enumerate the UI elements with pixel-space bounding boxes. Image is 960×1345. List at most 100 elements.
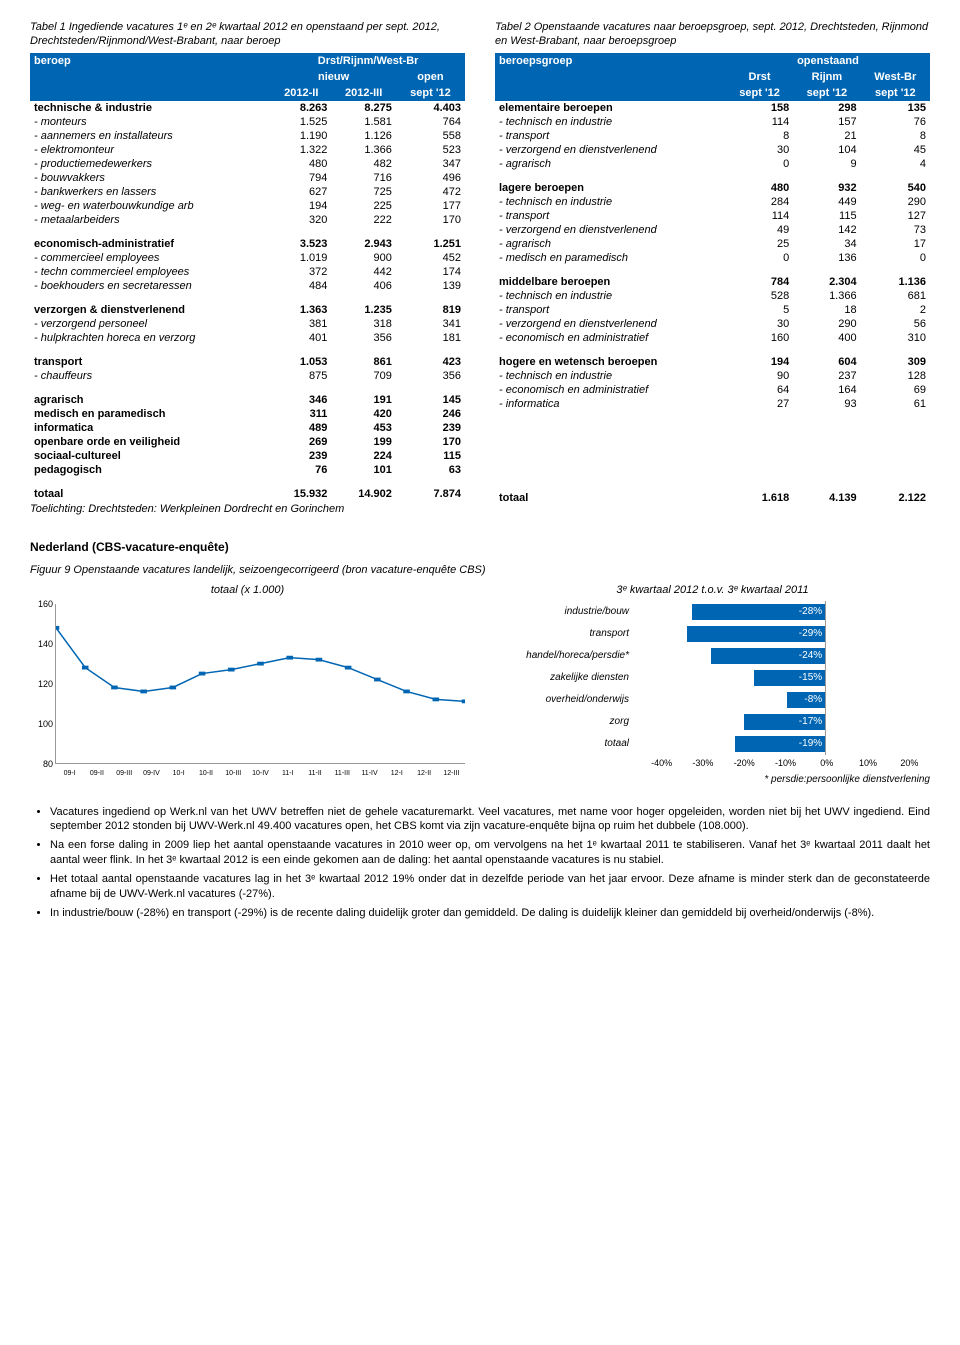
table-row: technische & industrie8.2638.2754.403 bbox=[30, 101, 465, 115]
tables-row: Tabel 1 Ingediende vacatures 1ᵉ en 2ᵉ kw… bbox=[30, 20, 930, 515]
table-row: - verzorgend en dienstverlenend3029056 bbox=[495, 317, 930, 331]
t2-h-sept-b: sept '12 bbox=[793, 85, 860, 101]
table-row bbox=[495, 421, 930, 431]
table-row: - productiemedewerkers480482347 bbox=[30, 157, 465, 171]
bullet-item: Na een forse daling in 2009 liep het aan… bbox=[50, 838, 930, 868]
section-nl: Nederland (CBS-vacature-enquête) bbox=[30, 540, 930, 554]
table-row bbox=[495, 431, 930, 441]
table-row: elementaire beroepen158298135 bbox=[495, 101, 930, 115]
table-row: - aannemers en installateurs1.1901.12655… bbox=[30, 129, 465, 143]
table-row: - agrarisch253417 bbox=[495, 237, 930, 251]
table-row: - monteurs1.5251.581764 bbox=[30, 115, 465, 129]
t1-h-nieuw: nieuw bbox=[271, 69, 396, 85]
table-row: - agrarisch094 bbox=[495, 157, 930, 171]
table-row bbox=[30, 293, 465, 303]
t1-h-sept12: sept '12 bbox=[396, 85, 465, 101]
table-row: lagere beroepen480932540 bbox=[495, 181, 930, 195]
table-row: informatica489453239 bbox=[30, 421, 465, 435]
table-row: verzorgen & dienstverlenend1.3631.235819 bbox=[30, 303, 465, 317]
table-row bbox=[495, 461, 930, 471]
table-row: - transport114115127 bbox=[495, 209, 930, 223]
bar-row: handel/horeca/persdie*-24% bbox=[495, 648, 920, 664]
table-row: - technisch en industrie5281.366681 bbox=[495, 289, 930, 303]
table-row bbox=[30, 477, 465, 487]
table-row bbox=[495, 471, 930, 481]
table2: beroepsgroep openstaand Drst Rijnm West-… bbox=[495, 53, 930, 505]
table-row: totaal15.93214.9027.874 bbox=[30, 487, 465, 501]
table1-toe: Toelichting: Drechtsteden: Werkpleinen D… bbox=[30, 503, 465, 515]
t2-h-group: beroepsgroep bbox=[495, 53, 726, 69]
table-row: - economisch en administratief160400310 bbox=[495, 331, 930, 345]
table-row: - transport5182 bbox=[495, 303, 930, 317]
table-row bbox=[495, 451, 930, 461]
t2-h-open: openstaand bbox=[726, 53, 930, 69]
table-row: - weg- en waterbouwkundige arb194225177 bbox=[30, 199, 465, 213]
table-row: hogere en wetensch beroepen194604309 bbox=[495, 355, 930, 369]
bar-row: zorg-17% bbox=[495, 714, 920, 730]
bar-row: transport-29% bbox=[495, 626, 920, 642]
table-row: - verzorgend personeel381318341 bbox=[30, 317, 465, 331]
table-row: - bouwvakkers794716496 bbox=[30, 171, 465, 185]
table-row bbox=[495, 481, 930, 491]
table1-col: Tabel 1 Ingediende vacatures 1ᵉ en 2ᵉ kw… bbox=[30, 20, 465, 515]
table-row: - chauffeurs875709356 bbox=[30, 369, 465, 383]
bar-row: industrie/bouw-28% bbox=[495, 604, 920, 620]
table-row: - transport8218 bbox=[495, 129, 930, 143]
t2-h-sept-a: sept '12 bbox=[726, 85, 793, 101]
table-row: - verzorgend en dienstverlenend3010445 bbox=[495, 143, 930, 157]
bar-chart: industrie/bouw-28% transport-29% handel/ho… bbox=[495, 604, 920, 752]
table-row: - technisch en industrie11415776 bbox=[495, 115, 930, 129]
bar-row: totaal-19% bbox=[495, 736, 920, 752]
table-row: - technisch en industrie284449290 bbox=[495, 195, 930, 209]
bullet-item: Vacatures ingediend op Werk.nl van het U… bbox=[50, 805, 930, 835]
bullet-item: In industrie/bouw (-28%) en transport (-… bbox=[50, 906, 930, 921]
line-chart-col: totaal (x 1.000) 8010012014016009-I09-II… bbox=[30, 584, 465, 785]
table2-col: Tabel 2 Openstaande vacatures naar beroe… bbox=[495, 20, 930, 515]
bar-row: overheid/onderwijs-8% bbox=[495, 692, 920, 708]
table-row: - boekhouders en secretaressen484406139 bbox=[30, 279, 465, 293]
bar-note: * persdie:persoonlijke dienstverlening bbox=[495, 774, 930, 785]
table-row: - elektromonteur1.3221.366523 bbox=[30, 143, 465, 157]
table-row: - hulpkrachten horeca en verzorg40135618… bbox=[30, 331, 465, 345]
table2-caption: Tabel 2 Openstaande vacatures naar beroe… bbox=[495, 20, 930, 49]
fig9-caption: Figuur 9 Openstaande vacatures landelijk… bbox=[30, 564, 930, 576]
table-row: openbare orde en veiligheid269199170 bbox=[30, 435, 465, 449]
charts-row: totaal (x 1.000) 8010012014016009-I09-II… bbox=[30, 584, 930, 785]
t1-h-2012iii: 2012-III bbox=[331, 85, 396, 101]
table-row: - technisch en industrie90237128 bbox=[495, 369, 930, 383]
bullets: Vacatures ingediend op Werk.nl van het U… bbox=[50, 805, 930, 921]
t1-h-open: open bbox=[396, 69, 465, 85]
t2-h-sept-c: sept '12 bbox=[861, 85, 930, 101]
table-row: - medisch en paramedisch01360 bbox=[495, 251, 930, 265]
line-chart: 8010012014016009-I09-II09-III09-IV10-I10… bbox=[55, 604, 465, 764]
table-row bbox=[30, 383, 465, 393]
line-chart-title: totaal (x 1.000) bbox=[30, 584, 465, 596]
table-row: transport1.053861423 bbox=[30, 355, 465, 369]
table-row: - bankwerkers en lassers627725472 bbox=[30, 185, 465, 199]
table-row: totaal1.6184.1392.122 bbox=[495, 491, 930, 505]
table-row bbox=[495, 171, 930, 181]
t1-h-beroep: beroep bbox=[30, 53, 271, 69]
table-row: - economisch en administratief6416469 bbox=[495, 383, 930, 397]
bar-chart-title: 3ᵉ kwartaal 2012 t.o.v. 3ᵉ kwartaal 2011 bbox=[495, 584, 930, 596]
bar-axis: -40%-30%-20%-10%0%10%20% bbox=[641, 758, 930, 768]
t2-h-drst: Drst bbox=[726, 69, 793, 85]
table-row: - informatica279361 bbox=[495, 397, 930, 411]
bullet-item: Het totaal aantal openstaande vacatures … bbox=[50, 872, 930, 902]
table-row: medisch en paramedisch311420246 bbox=[30, 407, 465, 421]
table-row: sociaal-cultureel239224115 bbox=[30, 449, 465, 463]
t2-h-rijnm: Rijnm bbox=[793, 69, 860, 85]
table-row: - verzorgend en dienstverlenend4914273 bbox=[495, 223, 930, 237]
table-row bbox=[30, 227, 465, 237]
bar-row: zakelijke diensten-15% bbox=[495, 670, 920, 686]
table-row bbox=[495, 411, 930, 421]
table1: beroep Drst/Rijnm/West-Br nieuw open 201… bbox=[30, 53, 465, 501]
table-row: - commercieel employees1.019900452 bbox=[30, 251, 465, 265]
table-row bbox=[495, 265, 930, 275]
table-row: agrarisch346191145 bbox=[30, 393, 465, 407]
table-row: middelbare beroepen7842.3041.136 bbox=[495, 275, 930, 289]
t1-h-2012ii: 2012-II bbox=[271, 85, 331, 101]
table-row bbox=[30, 345, 465, 355]
table-row: pedagogisch7610163 bbox=[30, 463, 465, 477]
table-row: economisch-administratief3.5232.9431.251 bbox=[30, 237, 465, 251]
